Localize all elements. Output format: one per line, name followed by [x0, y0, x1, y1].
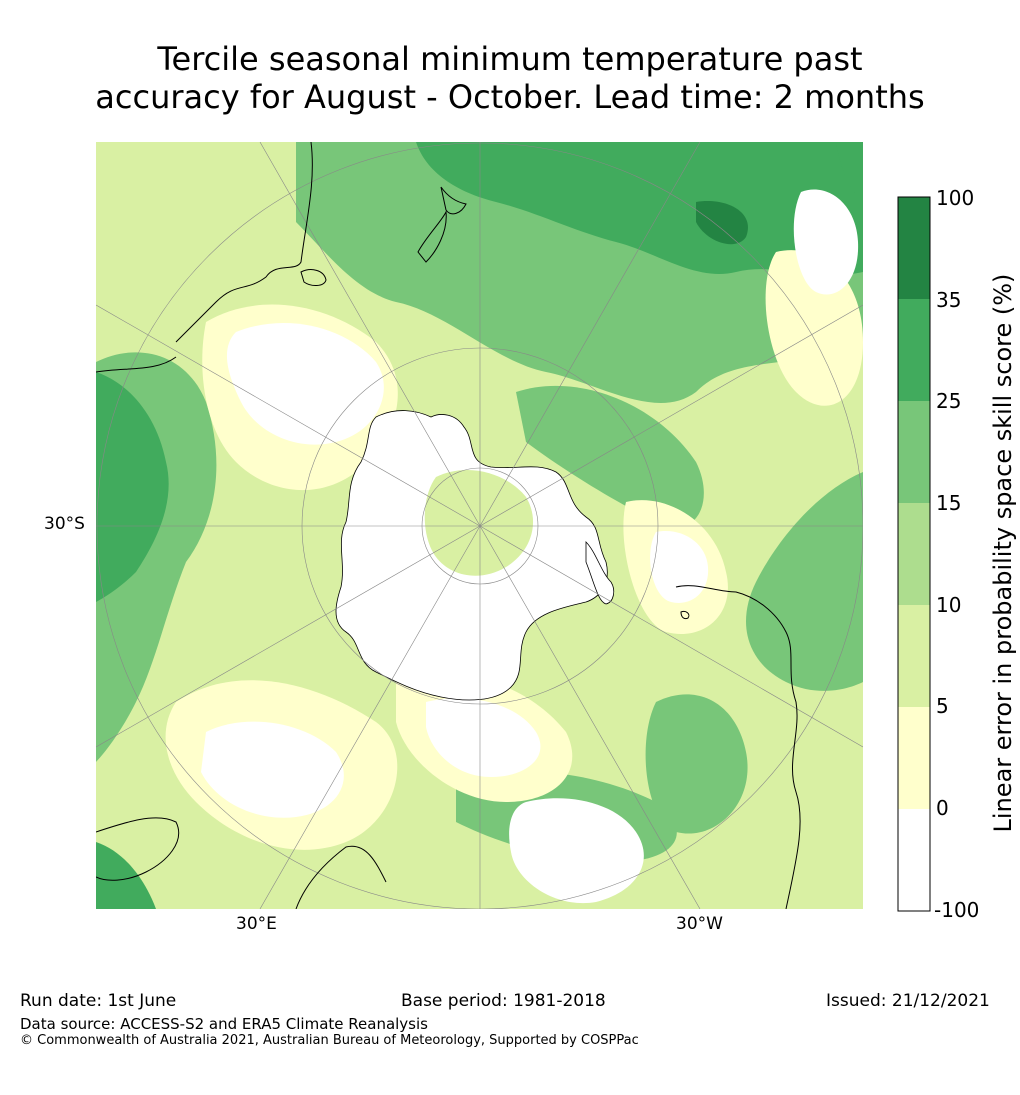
data-source: Data source: ACCESS-S2 and ERA5 Climate …	[20, 1015, 428, 1033]
colorbar-label: Linear error in probability space skill …	[989, 273, 1017, 833]
lon-label-30w: 30°W	[676, 914, 723, 934]
skill-zone-35-100-nz	[696, 201, 748, 245]
africa-coast	[96, 817, 180, 881]
antarctic-peninsula	[585, 541, 615, 605]
colorbar	[897, 196, 931, 912]
title-line-2: accuracy for August - October. Lead time…	[95, 78, 925, 116]
antarctic-interior-skill	[424, 469, 534, 576]
graticule-lon-g	[479, 304, 863, 527]
colorbar-tick-15: 15	[936, 491, 962, 515]
issued-date: Issued: 21/12/2021	[826, 991, 990, 1011]
colorbar-bin-negative	[898, 809, 930, 911]
copyright: © Commonwealth of Australia 2021, Austra…	[20, 1033, 639, 1048]
skill-score-map	[96, 142, 863, 909]
lat-label-30s: 30°S	[44, 514, 85, 534]
south-america-coast	[675, 585, 801, 909]
colorbar-bin-0-5	[898, 707, 930, 809]
graticule	[96, 142, 863, 909]
skill-zone-negative-atlantic	[509, 798, 644, 904]
colorbar-bin-10-15	[898, 503, 930, 605]
skill-zone-negative-indian	[226, 323, 384, 445]
skill-zone-15-25-east	[746, 472, 863, 691]
coastlines	[96, 142, 801, 909]
colorbar-tick-35: 35	[936, 288, 962, 312]
colorbar-bin-35-100	[898, 197, 930, 299]
colorbar-tick-100: 100	[936, 186, 975, 210]
skill-zone-25-35-west	[96, 372, 169, 602]
graticule-lon-f	[479, 525, 863, 748]
falklands	[680, 611, 690, 620]
skill-zone-25-35-north	[416, 142, 863, 275]
lon-label-30e: 30°E	[236, 914, 277, 934]
skill-zone-negative-east	[650, 531, 709, 603]
colorbar-tick-10: 10	[936, 593, 962, 617]
graticule-lon-e	[479, 525, 701, 909]
graticule-lon-b	[96, 304, 481, 527]
skill-zone-25-35-corner-ne	[836, 142, 863, 202]
graticule-lon-d	[259, 525, 481, 909]
tasmania-coast	[300, 269, 327, 286]
colorbar-tick-0: 0	[936, 796, 949, 820]
chart-title: Tercile seasonal minimum temperature pas…	[0, 40, 1020, 116]
graticule-lon-h	[479, 142, 701, 527]
base-period: Base period: 1981-2018	[401, 991, 606, 1011]
colorbar-frame	[897, 196, 931, 912]
graticule-lon-a	[259, 142, 481, 527]
title-line-1: Tercile seasonal minimum temperature pas…	[157, 40, 863, 78]
new-zealand-north	[440, 186, 467, 215]
colorbar-tick-minus-100: -100	[934, 898, 980, 922]
skill-zone-15-25-southeast	[645, 694, 748, 834]
skill-zone-15-25-ring	[516, 385, 704, 528]
new-zealand-south	[417, 210, 447, 263]
colorbar-bin-25-35	[898, 299, 930, 401]
colorbar-tick-5: 5	[936, 694, 949, 718]
skill-zone-negative-south	[201, 721, 344, 818]
skill-zone-negative-ne	[793, 189, 859, 295]
skill-zone-25-35-corner-sw	[96, 842, 156, 909]
australia-coast	[96, 142, 313, 373]
colorbar-tick-25: 25	[936, 389, 962, 413]
colorbar-bin-15-25	[898, 401, 930, 503]
skill-zone-negative-pacific	[426, 698, 541, 777]
run-date: Run date: 1st June	[20, 991, 177, 1011]
colorbar-bin-5-10	[898, 605, 930, 707]
graticule-lon-c	[96, 525, 481, 748]
madagascar-coast	[295, 845, 387, 909]
